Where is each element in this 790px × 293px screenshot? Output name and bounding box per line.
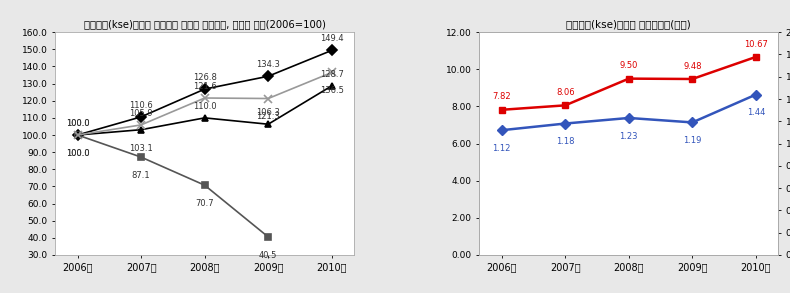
Text: 105.9: 105.9 [130, 109, 153, 118]
Line: 1인당부가가치(억원): 1인당부가가치(억원) [498, 91, 759, 134]
1인당연구개발비 [200, 87, 209, 91]
Text: 87.1: 87.1 [132, 171, 150, 180]
1000명당특허수 [200, 183, 209, 187]
1인당부가가치(억원) [687, 121, 697, 124]
1인당부가가치생산성 [137, 128, 146, 132]
Text: 100.0: 100.0 [66, 119, 89, 128]
Text: 8.06: 8.06 [556, 88, 574, 97]
Text: 126.8: 126.8 [193, 73, 216, 82]
1인당매출액(억원) [624, 77, 634, 80]
Line: 1인당매출액: 1인당매출액 [73, 68, 336, 139]
1인당매출액 [263, 97, 273, 100]
Text: 1.18: 1.18 [556, 137, 574, 146]
1인당부가가치생산성 [200, 116, 209, 120]
Text: 121.3: 121.3 [256, 113, 280, 121]
Title: 유가증권(kse)시장의 연구개발 투입과 지식산출, 경제적 성과(2006=100): 유가증권(kse)시장의 연구개발 투입과 지식산출, 경제적 성과(2006=… [84, 19, 325, 29]
Text: 128.7: 128.7 [320, 70, 344, 79]
Text: 1.23: 1.23 [619, 132, 638, 141]
Text: 1.44: 1.44 [747, 108, 765, 117]
1인당매출액(억원) [561, 104, 570, 107]
Title: 유가증권(kse)시장의 노동생산성(금액): 유가증권(kse)시장의 노동생산성(금액) [566, 19, 691, 29]
Line: 1000명당특허수: 1000명당특허수 [74, 132, 272, 240]
Text: 103.1: 103.1 [130, 144, 153, 153]
Text: 100.0: 100.0 [66, 119, 89, 128]
Line: 1인당연구개발비: 1인당연구개발비 [74, 47, 335, 139]
1인당부가가치(억원) [751, 93, 761, 96]
1인당매출액 [73, 133, 82, 137]
1인당부가가치(억원) [624, 116, 634, 120]
1인당연구개발비 [73, 133, 82, 137]
Text: 9.50: 9.50 [619, 61, 638, 70]
1인당연구개발비 [263, 74, 273, 78]
Text: 136.5: 136.5 [320, 86, 344, 96]
Text: 7.82: 7.82 [492, 93, 511, 101]
1인당매출액 [200, 96, 209, 100]
Text: 70.7: 70.7 [195, 199, 214, 208]
1인당매출액(억원) [497, 108, 506, 112]
Text: 1.12: 1.12 [492, 144, 511, 153]
Text: 100.0: 100.0 [66, 149, 89, 158]
Text: 9.48: 9.48 [683, 62, 702, 71]
Text: 10.67: 10.67 [744, 40, 768, 49]
1000명당특허수 [263, 235, 273, 239]
1인당부가가치생산성 [327, 84, 337, 88]
1인당부가가치생산성 [263, 122, 273, 126]
1인당부가가치(억원) [497, 128, 506, 132]
Text: 110.6: 110.6 [130, 101, 153, 110]
Text: 121.6: 121.6 [193, 82, 216, 91]
1인당매출액(억원) [687, 77, 697, 81]
Text: 106.3: 106.3 [256, 108, 280, 117]
1000명당특허수 [137, 155, 146, 159]
Line: 1인당부가가치생산성: 1인당부가가치생산성 [74, 82, 335, 139]
Text: 1.19: 1.19 [683, 136, 702, 145]
Text: 134.3: 134.3 [256, 60, 280, 69]
1인당매출액 [327, 71, 337, 74]
Text: 149.4: 149.4 [320, 35, 344, 43]
1000명당특허수 [73, 133, 82, 137]
Text: 110.0: 110.0 [193, 102, 216, 111]
Text: 100.0: 100.0 [66, 149, 89, 158]
1인당부가가치생산성 [73, 133, 82, 137]
Text: 40.5: 40.5 [259, 251, 277, 260]
1인당매출액(억원) [751, 55, 761, 59]
Line: 1인당매출액(억원): 1인당매출액(억원) [498, 53, 759, 113]
1인당연구개발비 [137, 115, 146, 119]
1인당매출액 [137, 123, 146, 127]
1인당연구개발비 [327, 49, 337, 52]
1인당부가가치(억원) [561, 122, 570, 125]
